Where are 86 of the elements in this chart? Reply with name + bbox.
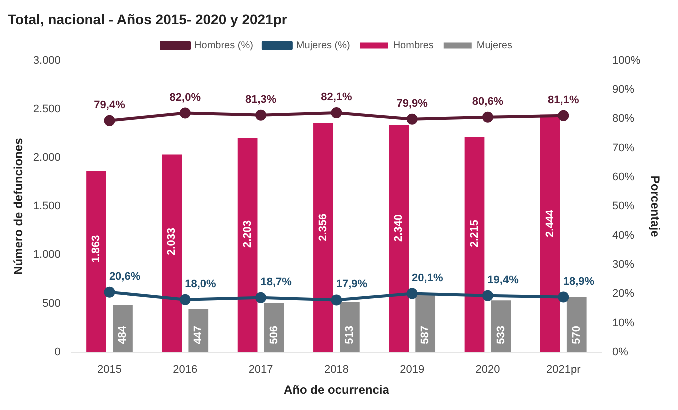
point — [180, 294, 191, 306]
bar — [540, 114, 560, 352]
data-label: 79,9% — [396, 98, 428, 110]
data-label: 533 — [495, 326, 508, 344]
data-label: 79,4% — [94, 99, 126, 112]
bar — [566, 296, 587, 352]
data-label: 513 — [344, 326, 356, 344]
y2-tick-label: 40% — [612, 230, 635, 242]
data-label: 570 — [570, 326, 583, 344]
y-tick-label: 2.000 — [33, 152, 61, 164]
y2-axis-title: Porcentaje — [648, 176, 662, 238]
chart-title: Total, nacional - Años 2015- 2020 y 2021pr — [8, 11, 288, 28]
data-label: 587 — [420, 326, 432, 344]
data-label: 19,4% — [488, 274, 520, 286]
x-tick-label: 2019 — [400, 364, 425, 376]
y-axis-title: Número de defunciones — [12, 138, 26, 275]
data-label: 2.215 — [468, 220, 481, 248]
y2-tick-label: 30% — [612, 258, 635, 271]
bar — [188, 308, 209, 352]
data-label: 80,6% — [472, 96, 504, 108]
x-tick-label: 2015 — [98, 364, 122, 376]
x-tick-label: 2016 — [173, 364, 198, 376]
data-label: 484 — [117, 325, 130, 344]
point — [104, 115, 116, 126]
legend-label: Mujeres (%) — [296, 40, 350, 52]
bar — [416, 295, 436, 352]
data-label: 2.033 — [166, 228, 178, 256]
bar — [314, 123, 334, 352]
point — [256, 110, 267, 121]
x-tick-label: 2018 — [324, 364, 349, 376]
point — [256, 292, 267, 304]
x-tick-label: 2020 — [476, 364, 500, 376]
legend-label: Hombres (%) — [194, 40, 254, 52]
y-tick-label: 2.500 — [33, 103, 61, 116]
data-label: 1.863 — [90, 235, 103, 263]
point — [331, 107, 342, 118]
y-tick-label: 3.000 — [33, 54, 61, 67]
x-tick-label: 2021pr — [546, 364, 582, 376]
x-axis-title: Año de ocurrencia — [284, 383, 390, 398]
bar — [162, 154, 182, 352]
y2-tick-label: 100% — [612, 54, 641, 67]
y2-tick-label: 90% — [612, 84, 635, 96]
data-label: 2.340 — [393, 214, 406, 242]
bar — [86, 171, 106, 352]
data-label: 20,6% — [109, 270, 141, 283]
bar — [238, 138, 258, 352]
data-label: 20,1% — [412, 272, 444, 284]
point — [104, 286, 116, 298]
data-label: 18,9% — [563, 276, 595, 288]
bar — [389, 124, 410, 352]
point — [180, 108, 191, 119]
data-label: 81,1% — [548, 94, 580, 106]
point — [406, 114, 418, 125]
y2-tick-label: 60% — [612, 171, 635, 184]
y2-tick-label: 10% — [612, 317, 635, 330]
data-label: 2.444 — [544, 209, 556, 238]
data-label: 447 — [192, 326, 205, 344]
data-label: 18,7% — [260, 276, 292, 288]
data-label: 82,0% — [170, 92, 202, 104]
legend-label: Mujeres — [476, 40, 512, 52]
data-label: 2.203 — [242, 220, 254, 248]
data-label: 82,1% — [321, 92, 353, 104]
point — [406, 288, 418, 300]
y2-tick-label: 70% — [612, 142, 635, 154]
bar — [340, 302, 360, 352]
y2-tick-label: 50% — [612, 200, 635, 213]
y2-tick-label: 0% — [612, 346, 629, 358]
data-label: 506 — [268, 326, 280, 344]
data-label: 17,9% — [336, 278, 368, 291]
y2-tick-label: 80% — [612, 113, 635, 126]
data-label: 18,0% — [185, 278, 216, 290]
point — [558, 292, 570, 303]
point — [331, 294, 342, 306]
bar — [464, 137, 485, 352]
y-tick-label: 1.000 — [33, 249, 61, 262]
y-tick-label: 500 — [42, 298, 61, 310]
y2-tick-label: 20% — [612, 288, 635, 300]
y-tick-label: 1.500 — [33, 200, 61, 213]
data-label: 2.356 — [317, 214, 330, 242]
legend-label: Hombres — [393, 40, 434, 52]
point — [482, 112, 494, 123]
point — [558, 110, 570, 122]
y-tick-label: 0 — [54, 346, 61, 358]
x-tick-label: 2017 — [248, 364, 274, 376]
data-label: 81,3% — [245, 94, 277, 106]
point — [482, 290, 494, 302]
